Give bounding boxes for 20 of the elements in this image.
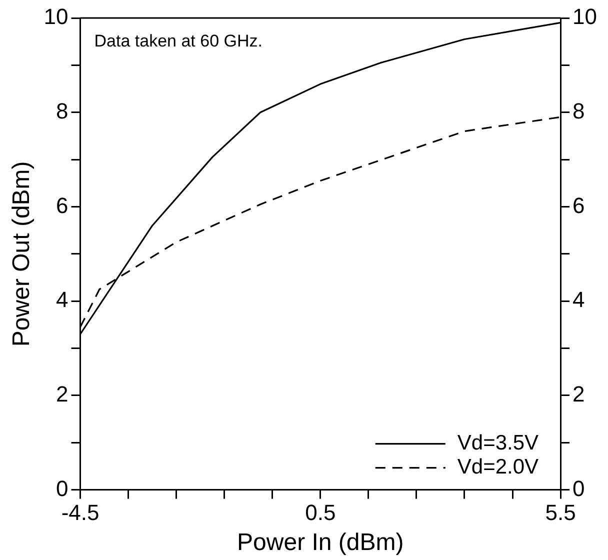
y-tick-label: 6	[56, 192, 68, 218]
y2-tick-label: 0	[572, 476, 585, 501]
y2-tick-label: 6	[572, 192, 585, 218]
y-tick-label: 8	[56, 98, 68, 124]
legend-label: Vd=2.0V	[457, 456, 539, 479]
y2-tick-label: 10	[572, 4, 598, 30]
y2-tick-label: 8	[572, 98, 585, 124]
x-tick-label: -4.5	[61, 500, 100, 526]
annotation: Data taken at 60 GHz.	[94, 32, 262, 51]
legend-label: Vd=3.5V	[457, 432, 539, 455]
x-tick-label: 5.5	[545, 500, 576, 526]
y-axis-title: Power Out (dBm)	[8, 161, 36, 347]
y2-tick-label: 2	[572, 382, 585, 407]
y-tick-label: 4	[56, 287, 68, 312]
x-tick-label: 0.5	[305, 500, 336, 526]
y2-tick-label: 4	[572, 287, 585, 312]
x-axis-title: Power In (dBm)	[237, 529, 404, 556]
y-tick-label: 2	[56, 382, 68, 407]
y-tick-label: 0	[56, 476, 68, 501]
y-tick-label: 10	[44, 4, 68, 30]
